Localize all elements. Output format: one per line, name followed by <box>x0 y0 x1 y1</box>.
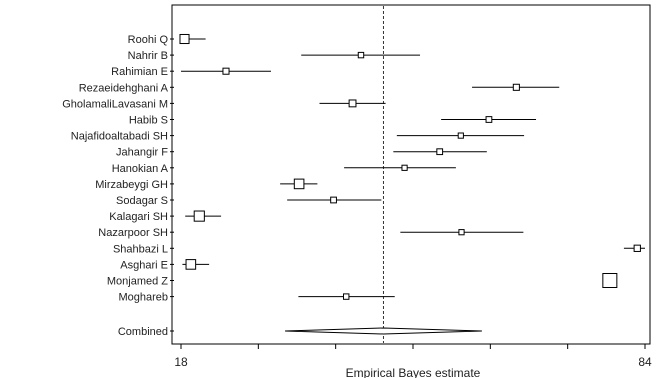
study-row: Monjamed Z <box>107 273 618 288</box>
plot-frame <box>171 4 651 345</box>
study-label: Rahimian E <box>111 66 168 78</box>
point-estimate <box>357 51 365 59</box>
study-label: Hanokian A <box>112 163 169 175</box>
x-tick-label: 84 <box>638 355 652 369</box>
point-estimate <box>633 244 641 252</box>
point-estimate <box>457 132 464 139</box>
point-estimate <box>485 116 493 123</box>
study-row: Moghareb <box>118 292 395 304</box>
x-tick-label: 18 <box>174 355 188 369</box>
x-axis: 18 84 Empirical Bayes estimate <box>174 344 652 378</box>
study-label: GholamaliLavasani M <box>62 98 168 110</box>
study-label: Habib S <box>129 115 168 127</box>
point-estimate <box>401 164 408 171</box>
study-label: Jahangir F <box>116 147 168 159</box>
study-row: Rezaeidehghani A <box>79 82 560 94</box>
point-estimate <box>348 99 357 108</box>
study-row: Kalagari SH <box>109 210 222 223</box>
combined-label: Combined <box>118 326 168 338</box>
point-estimate <box>193 210 205 222</box>
combined-row: Combined <box>118 326 482 338</box>
study-label: Sodagar S <box>116 195 168 207</box>
study-row: Hanokian A <box>112 163 456 175</box>
study-row: Jahangir F <box>116 147 487 159</box>
study-label: Mirzabeygi GH <box>95 179 168 191</box>
study-label: Moghareb <box>118 292 168 304</box>
point-estimate <box>222 67 230 75</box>
study-row: Asghari E <box>120 259 210 271</box>
study-row: Mirzabeygi GH <box>95 178 318 191</box>
study-label: Nazarpoor SH <box>98 227 168 239</box>
study-label: Nahrir B <box>128 50 168 62</box>
study-row: Nahrir B <box>128 50 421 62</box>
study-rows: Roohi Q Nahrir B Rahimian E Rezaeidehghani … <box>62 6 645 343</box>
combined-diamond <box>285 327 482 335</box>
point-estimate <box>343 293 350 300</box>
study-row: Shahbazi L <box>113 243 645 255</box>
x-axis-title: Empirical Bayes estimate <box>346 366 481 378</box>
study-row: Sodagar S <box>116 195 382 207</box>
study-row: Habib S <box>129 115 537 127</box>
point-estimate <box>602 273 618 288</box>
point-estimate <box>185 259 197 270</box>
point-estimate <box>330 196 337 204</box>
study-row: Rahimian E <box>111 66 271 78</box>
point-estimate <box>458 229 465 236</box>
study-label: Kalagari SH <box>109 211 168 223</box>
point-estimate <box>436 148 444 156</box>
point-estimate <box>512 83 520 91</box>
study-row: Roohi Q <box>128 33 206 46</box>
point-estimate <box>179 33 190 45</box>
study-label: Roohi Q <box>128 34 169 46</box>
study-label: Rezaeidehghani A <box>79 82 169 94</box>
study-row: GholamaliLavasani M <box>62 98 386 110</box>
study-label: Monjamed Z <box>107 276 168 288</box>
study-label: Asghari E <box>120 259 168 271</box>
study-label: Najafidoaltabadi SH <box>71 131 168 143</box>
study-row: Nazarpoor SH <box>98 227 524 239</box>
study-row: Najafidoaltabadi SH <box>71 131 525 143</box>
study-label: Shahbazi L <box>113 243 168 255</box>
point-estimate <box>293 178 305 190</box>
